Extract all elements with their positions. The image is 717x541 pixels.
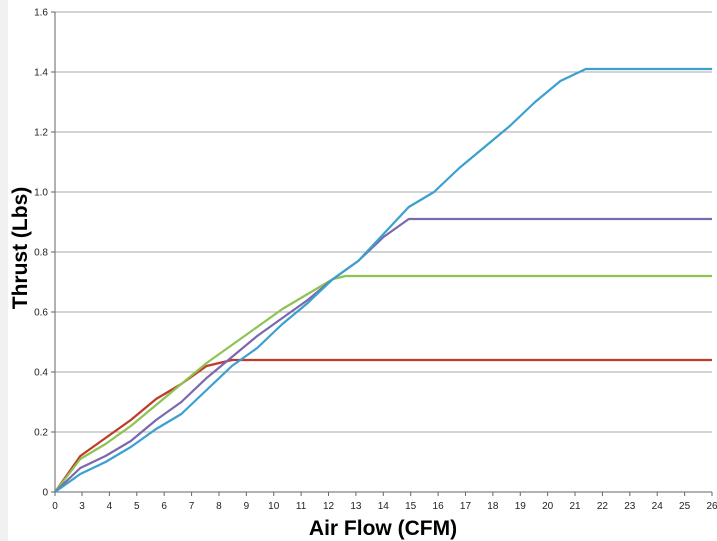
x-axis-title: Air Flow (CFM) [309,517,457,540]
series-line-1 [54,358,712,493]
x-tick-label: 25 [679,501,691,512]
axis-layer [51,11,713,496]
y-tick-label: 1.6 [34,8,48,19]
y-tick-label: 0 [42,488,48,499]
y-tick-label: 1.4 [34,68,48,79]
y-tick-label: 0.8 [34,248,48,259]
x-tick-label: 19 [515,501,527,512]
x-tick-label: 8 [216,501,222,512]
left-margin-strip [0,0,8,541]
y-tick-label: 1.0 [34,188,48,199]
x-tick-label: 16 [433,501,445,512]
x-tick-label: 18 [487,501,499,512]
x-tick-label: 9 [244,501,250,512]
x-tick-label: 4 [107,501,113,512]
series-line-3 [54,217,712,493]
y-tick-label: 0.6 [34,308,48,319]
x-tick-label: 26 [706,501,717,512]
x-tick-label: 15 [405,501,417,512]
series-line-4 [54,67,712,493]
x-tick-label: 7 [189,501,195,512]
tick-layer: 0 0.2 0.4 0.6 0.8 1.0 1.2 1.4 1.6 0 3 4 5 6 7 8 9 10 11 12 1… [34,8,717,513]
x-tick-label: 20 [542,501,554,512]
x-tick-label: 23 [624,501,636,512]
x-tick-label: 0 [52,501,58,512]
x-tick-label: 3 [79,501,85,512]
y-tick-label: 0.2 [34,428,48,439]
x-tick-label: 17 [460,501,472,512]
series-layer [54,67,712,493]
x-tick-label: 6 [161,501,167,512]
x-tick-label: 22 [597,501,609,512]
y-tick-label: 0.4 [34,368,48,379]
x-tick-label: 12 [323,501,335,512]
y-tick-label: 1.2 [34,128,48,139]
x-tick-label: 11 [296,501,307,512]
x-tick-label: 24 [652,501,664,512]
grid-layer [55,11,712,433]
y-axis-title: Thrust (Lbs) [9,187,32,309]
x-tick-label: 13 [350,501,362,512]
x-tick-label: 10 [268,501,280,512]
x-tick-label: 5 [134,501,140,512]
x-tick-label: 21 [569,501,581,512]
series-line-2 [54,274,712,493]
x-tick-label: 14 [378,501,390,512]
